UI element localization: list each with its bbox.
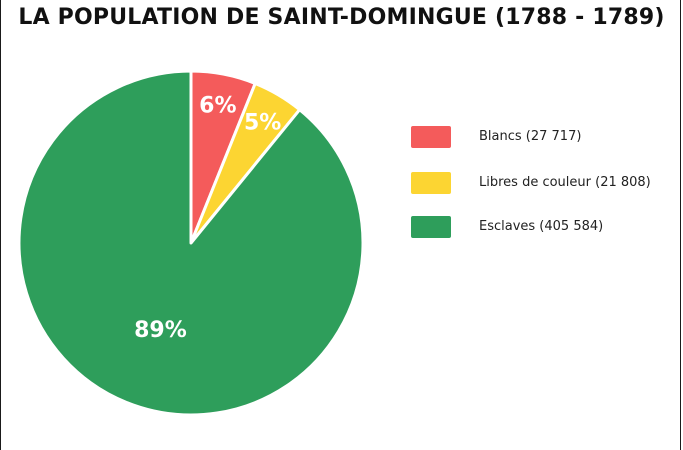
legend-item-libres: Libres de couleur (21 808) [411, 172, 671, 194]
pie-label-blancs: 6% [199, 94, 236, 119]
legend-label-blancs: Blancs (27 717) [479, 129, 582, 144]
legend-swatch-esclaves [411, 216, 451, 238]
legend-label-esclaves: Esclaves (405 584) [479, 219, 604, 234]
pie-label-libres: 5% [244, 111, 281, 136]
chart-title: LA POPULATION DE SAINT-DOMINGUE (1788 - … [18, 5, 665, 30]
legend-item-esclaves: Esclaves (405 584) [411, 216, 671, 238]
legend-item-blancs: Blancs (27 717) [411, 126, 671, 148]
legend-swatch-blancs [411, 126, 451, 148]
pie-slice-esclaves [17, 69, 365, 417]
legend-swatch-libres [411, 172, 451, 194]
legend-label-libres: Libres de couleur (21 808) [479, 175, 651, 190]
pie-label-esclaves: 89% [134, 318, 187, 343]
